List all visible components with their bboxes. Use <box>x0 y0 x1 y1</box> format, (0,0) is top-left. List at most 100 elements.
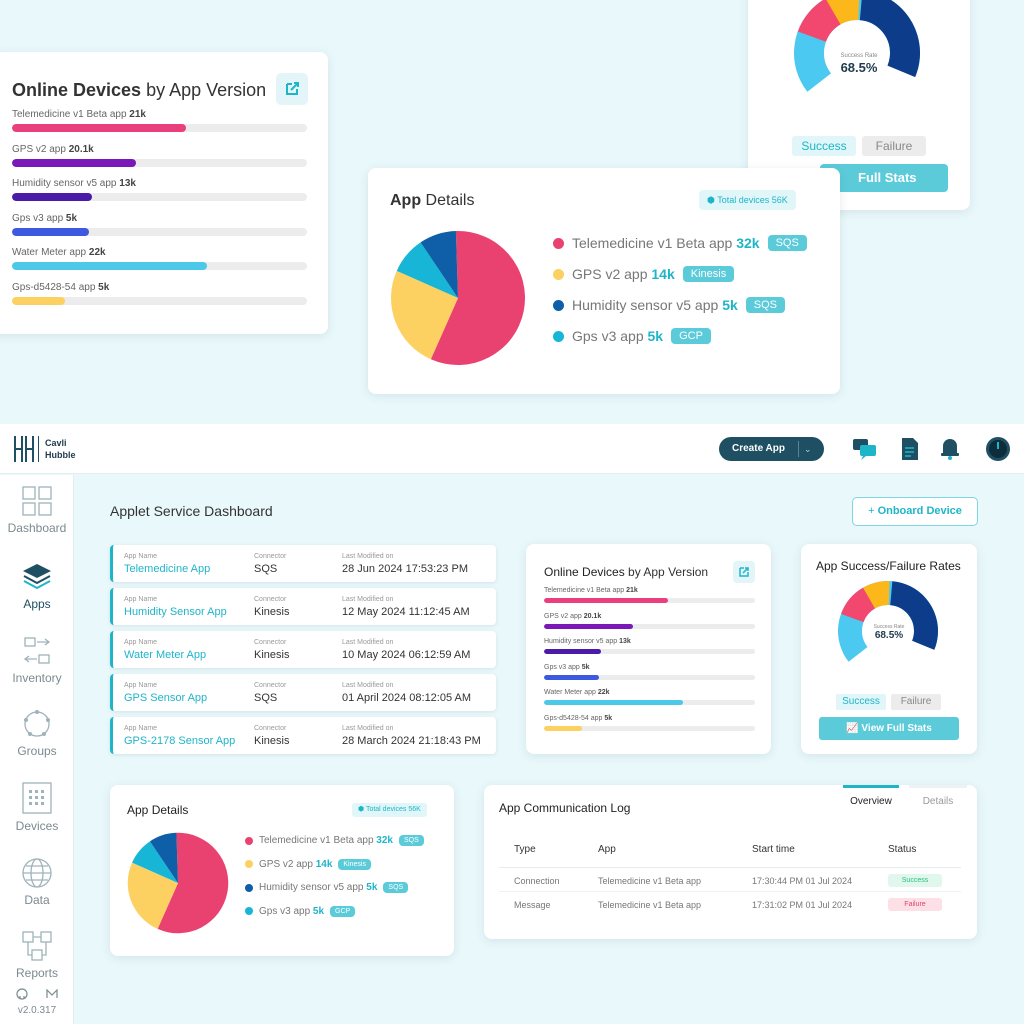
pie-slice <box>149 832 178 883</box>
success-rate-value: 68.5% <box>840 60 878 75</box>
sidebar-item-inventory[interactable]: Inventory <box>0 635 74 685</box>
app-list-row[interactable]: App Name GPS-2178 Sensor App Connector Kine… <box>110 717 496 754</box>
bell-icon[interactable] <box>940 436 960 460</box>
chip-icon: ⬢ <box>707 195 715 205</box>
device-bar <box>12 193 92 201</box>
success-rate-value: 68.5% <box>874 630 904 641</box>
device-bar-track <box>544 598 755 603</box>
connector-value: SQS <box>254 563 278 575</box>
legend-item: Telemedicine v1 Beta app 32k SQS <box>553 235 807 251</box>
device-bar-track <box>12 158 307 167</box>
brand-divider <box>38 436 39 462</box>
app-list-row[interactable]: App Name GPS Sensor App Connector SQS Last M… <box>110 674 496 711</box>
globe-icon <box>22 858 52 888</box>
mail-icon[interactable] <box>46 989 58 999</box>
pie-slice <box>132 841 178 883</box>
legend-dot <box>245 907 253 915</box>
legend-success: Success <box>792 136 856 156</box>
legend-app: Telemedicine v1 Beta app <box>259 835 377 846</box>
document-icon[interactable] <box>901 437 919 461</box>
page-title: Applet Service Dashboard <box>110 503 273 519</box>
onboard-device-button[interactable]: + Onboard Device <box>852 497 978 526</box>
device-bar-track <box>544 649 755 654</box>
log-header: App <box>598 844 616 855</box>
app-name-label: App Name <box>124 596 158 603</box>
device-count: 21k <box>129 109 146 120</box>
device-name: Water Meter app <box>12 247 89 258</box>
legend-dot <box>245 883 253 892</box>
legend-app: GPS v2 app <box>572 266 652 282</box>
device-count: 5k <box>604 714 613 722</box>
legend-text: Gps v3 app 5k <box>259 906 324 917</box>
connector-tag: GCP <box>671 328 711 344</box>
connector-tag: SQS <box>398 835 424 846</box>
groups-icon <box>24 710 50 737</box>
app-list-row[interactable]: App Name Humidity Sensor App Connector Kine… <box>110 588 496 625</box>
device-name: Humidity sensor v5 app <box>544 638 620 645</box>
legend-value: 32k <box>736 235 760 251</box>
device-label: Gps v3 app 5k <box>544 664 590 671</box>
total-devices-badge: ⬢ Total devices 56K <box>352 803 427 817</box>
legend-item: Telemedicine v1 Beta app 32k SQS <box>245 835 424 846</box>
sidebar-item-apps[interactable]: Apps <box>0 561 74 611</box>
sidebar-item-reports[interactable]: Reports <box>0 930 74 980</box>
legend-value: 32k <box>376 835 393 846</box>
modified-label: Last Modified on <box>342 639 394 646</box>
inventory-icon <box>23 637 51 664</box>
device-bar <box>544 725 582 731</box>
reports-icon <box>22 931 52 961</box>
sidebar-item-dashboard[interactable]: Dashboard <box>0 485 74 535</box>
device-count: 20.1k <box>583 612 602 620</box>
log-header: Status <box>888 844 917 855</box>
total-devices-badge: ⬢ Total devices 56K <box>699 190 796 210</box>
external-link-icon[interactable] <box>733 561 755 583</box>
log-type: Connection <box>514 876 560 886</box>
device-bar <box>12 158 136 167</box>
app-name-link[interactable]: Water Meter App <box>124 649 207 661</box>
tab-details[interactable]: Details <box>909 785 967 815</box>
modified-label: Last Modified on <box>342 725 394 732</box>
github-icon[interactable] <box>16 988 28 1000</box>
app-name-link[interactable]: GPS-2178 Sensor App <box>124 735 236 747</box>
sidebar-item-devices[interactable]: Devices <box>0 781 74 833</box>
log-type: Message <box>514 900 551 910</box>
tab-overview[interactable]: Overview <box>843 785 899 815</box>
success-rate-card-large: Success Rate 68.5% Success Failure Full … <box>748 0 970 210</box>
success-donut-large <box>794 0 920 116</box>
legend-text: GPS v2 app 14k <box>572 266 675 282</box>
app-list-row[interactable]: App Name Telemedicine App Connector SQS Last… <box>110 545 496 582</box>
device-name: Telemedicine v1 Beta app <box>544 587 627 594</box>
device-bar <box>12 262 207 270</box>
device-bar-track <box>12 193 307 201</box>
legend-item: Gps v3 app 5k GCP <box>553 328 711 344</box>
device-bar <box>544 649 601 654</box>
power-profile-icon[interactable] <box>985 436 1011 462</box>
chat-icon[interactable] <box>852 437 878 461</box>
app-name-link[interactable]: Humidity Sensor App <box>124 606 227 618</box>
device-label: Water Meter app 22k <box>544 689 610 696</box>
device-count: 22k <box>88 247 106 258</box>
sidebar-item-data[interactable]: Data <box>0 857 74 907</box>
chevron-down-icon[interactable]: ⌄ <box>804 444 812 454</box>
sidebar-item-groups[interactable]: Groups <box>0 708 74 758</box>
success-failure-card: App Success/Failure Rates Success Rate 6… <box>801 544 977 754</box>
device-count: 13k <box>119 178 136 189</box>
legend-app: Gps v3 app <box>259 905 313 917</box>
app-name-link[interactable]: GPS Sensor App <box>124 692 208 704</box>
view-full-stats-button[interactable]: 📈 View Full Stats <box>819 717 959 740</box>
device-bar-track <box>12 296 307 305</box>
cavli-logo-icon <box>14 436 34 462</box>
device-label: Telemedicine v1 Beta app 21k <box>544 587 638 594</box>
legend-value: 14k <box>315 858 333 870</box>
connector-tag: SQS <box>767 235 807 251</box>
app-name-link[interactable]: Telemedicine App <box>124 563 211 575</box>
create-app-button[interactable]: Create App ⌄ <box>719 437 824 461</box>
full-stats-button[interactable]: Full Stats <box>820 164 948 192</box>
app-details-pie-large <box>391 231 525 365</box>
external-link-icon[interactable] <box>276 73 308 105</box>
modified-label: Last Modified on <box>342 553 394 560</box>
log-start-time: 17:31:02 PM 01 Jul 2024 <box>752 900 853 910</box>
device-bar <box>12 227 89 236</box>
app-list-row[interactable]: App Name Water Meter App Connector Kinesis L… <box>110 631 496 668</box>
legend-failure: Failure <box>862 136 926 156</box>
